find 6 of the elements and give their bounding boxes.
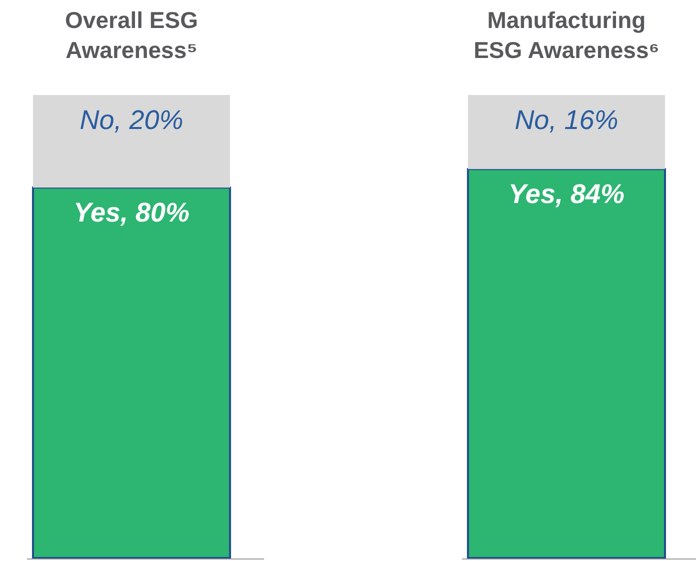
data-label: Yes, 80% [73,198,190,228]
x-tick-label: Manufacturing ESG Awareness⁶ [474,7,660,63]
x-tick-label: Overall ESG Awareness⁵ [65,7,198,63]
data-label: No, 16% [514,105,618,135]
data-label: No, 20% [80,105,184,135]
data-label: Yes, 84% [508,179,625,210]
